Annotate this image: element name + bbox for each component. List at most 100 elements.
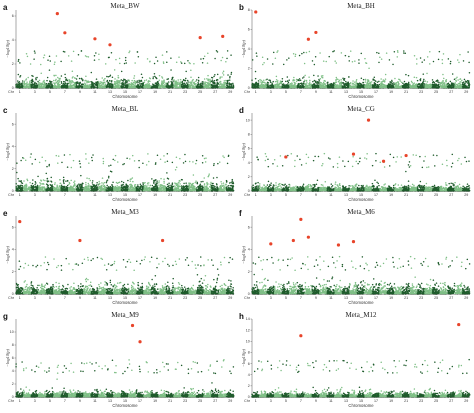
snp-point	[179, 84, 181, 86]
snp-point	[200, 82, 202, 84]
snp-point	[126, 62, 128, 64]
snp-point	[58, 187, 60, 189]
snp-point	[18, 59, 20, 61]
snp-point	[144, 80, 146, 82]
snp-point	[363, 79, 365, 81]
x-tick-label: 25	[198, 90, 202, 94]
snp-point	[382, 86, 384, 88]
snp-point	[378, 53, 380, 55]
snp-point	[168, 78, 170, 80]
snp-point	[331, 85, 333, 87]
snp-point	[284, 84, 286, 86]
snp-point	[282, 81, 284, 83]
snp-point	[310, 84, 312, 86]
snp-point	[73, 51, 75, 53]
snp-point	[357, 87, 359, 89]
snp-point	[314, 80, 316, 82]
snp-point	[184, 63, 186, 65]
snp-point	[222, 72, 224, 74]
snp-point	[204, 78, 206, 80]
snp-point	[262, 57, 264, 59]
snp-point	[339, 85, 341, 87]
snp-point	[454, 84, 456, 86]
snp-point	[15, 186, 17, 188]
snp-point	[47, 178, 49, 180]
snp-point	[56, 86, 58, 88]
snp-point	[143, 86, 145, 88]
snp-point	[364, 58, 366, 60]
snp-point	[197, 82, 199, 84]
snp-point	[303, 76, 305, 78]
snp-point	[409, 84, 411, 86]
snp-point	[138, 56, 140, 58]
panel-c: c Meta_BL0246−log10(p)Chr 1 3 5 7 9 11 13 15 17 19 2…	[3, 105, 234, 202]
snp-point	[397, 50, 399, 52]
snp-point	[214, 80, 216, 82]
snp-point	[24, 86, 26, 88]
snp-point	[391, 82, 393, 84]
snp-point	[322, 77, 324, 79]
snp-point	[306, 86, 308, 88]
snp-point	[434, 84, 436, 86]
snp-point	[175, 85, 177, 87]
snp-point	[432, 87, 434, 89]
snp-point	[59, 179, 61, 181]
x-tick-label: 29	[228, 90, 232, 94]
snp-point	[18, 187, 20, 189]
snp-point	[380, 78, 382, 80]
snp-point	[26, 189, 28, 191]
snp-point	[98, 59, 100, 61]
snp-point	[17, 80, 19, 82]
y-tick-label: 8	[248, 8, 250, 12]
snp-point	[30, 156, 32, 158]
snp-point	[64, 87, 66, 89]
snp-point	[79, 85, 81, 87]
snp-point	[423, 79, 425, 81]
snp-point	[31, 84, 33, 86]
snp-point	[80, 189, 82, 191]
snp-point	[101, 84, 103, 86]
snp-point	[429, 85, 431, 87]
snp-point	[102, 86, 104, 88]
y-tick-label: 4	[248, 47, 250, 51]
snp-point	[456, 84, 458, 86]
snp-point	[155, 77, 157, 79]
snp-point	[339, 82, 341, 84]
snp-point	[226, 87, 228, 89]
snp-point	[361, 53, 363, 55]
panel-b: b Meta_BH02468−log10(p)Chr 1 3 5 7 9 11 13 15 17 19…	[239, 2, 470, 99]
snp-point	[320, 78, 322, 80]
snp-point	[432, 84, 434, 86]
snp-point	[21, 182, 23, 184]
snp-point	[158, 79, 160, 81]
snp-point	[39, 82, 41, 84]
snp-point	[55, 75, 57, 77]
snp-point	[408, 75, 410, 77]
snp-point	[368, 84, 370, 86]
snp-point	[73, 81, 75, 83]
snp-point	[173, 85, 175, 87]
snp-point	[300, 80, 302, 82]
snp-point	[157, 60, 159, 62]
snp-point	[109, 84, 111, 86]
snp-point	[23, 186, 25, 188]
snp-point	[285, 87, 287, 89]
snp-point	[372, 78, 374, 80]
snp-point	[166, 61, 168, 63]
x-tick-label: 7	[64, 90, 66, 94]
snp-point	[293, 53, 295, 55]
snp-point	[334, 82, 336, 84]
snp-point	[39, 185, 41, 187]
snp-point	[271, 83, 273, 85]
snp-point	[68, 184, 70, 186]
snp-point	[403, 50, 405, 52]
snp-point	[255, 71, 256, 73]
snp-point	[350, 87, 352, 89]
snp-point	[23, 180, 25, 182]
snp-point	[35, 79, 37, 81]
snp-point	[127, 81, 129, 83]
snp-point	[167, 83, 169, 85]
snp-point	[180, 61, 182, 63]
snp-point	[202, 83, 204, 85]
snp-point	[33, 58, 35, 60]
